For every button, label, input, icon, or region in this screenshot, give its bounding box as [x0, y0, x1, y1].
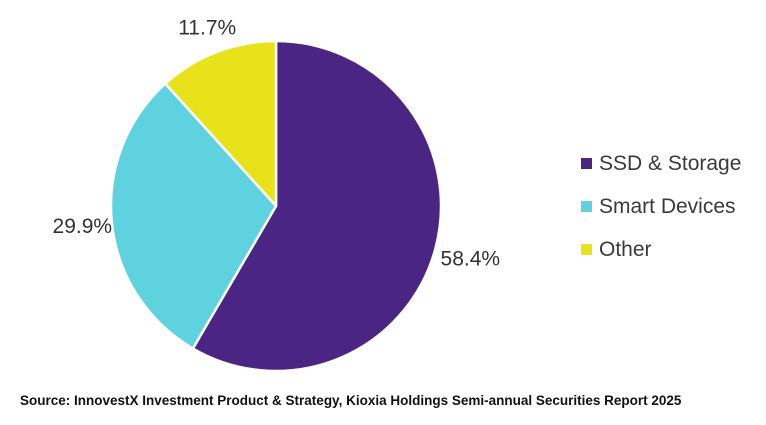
data-label-other: 11.7%: [178, 16, 236, 39]
legend-label-ssd-and-storage: SSD & Storage: [599, 152, 741, 175]
legend-swatch-other: [581, 244, 592, 255]
legend: SSD & Storage Smart Devices Other: [581, 152, 741, 261]
legend-swatch-ssd-and-storage: [581, 158, 592, 169]
pie-slice-other: [164, 39, 278, 208]
legend-label-smart-devices: Smart Devices: [599, 195, 736, 218]
legend-label-other: Other: [599, 238, 652, 261]
pie-slice-ssd-and-storage: [191, 39, 443, 373]
slice-labels: 58.4% 29.9% 11.7%: [53, 16, 501, 270]
pie-slices: [109, 39, 443, 373]
legend-swatch-smart-devices: [581, 201, 592, 212]
data-label-ssd-and-storage: 58.4%: [441, 248, 501, 271]
data-label-smart-devices: 29.9%: [53, 215, 113, 238]
source-note: Source: InnovestX Investment Product & S…: [20, 393, 682, 408]
pie-slice-smart-devices: [109, 82, 278, 350]
